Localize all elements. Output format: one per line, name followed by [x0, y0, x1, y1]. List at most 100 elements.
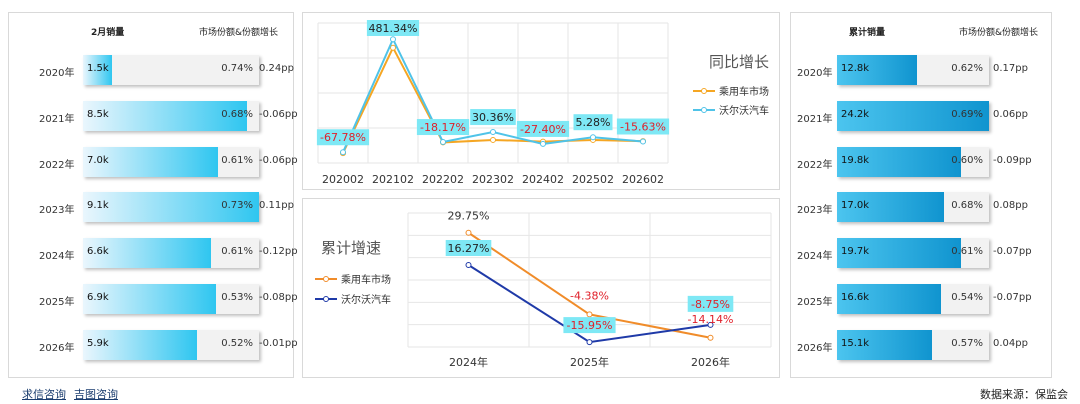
cumulative-growth-chart: 2024年 2025年 2026年 29.75% -4.38% -14.14% 16.27%… — [315, 210, 772, 369]
sales-value: 16.6k — [841, 292, 870, 303]
sales-bar-track: 1.5k 0.74% — [83, 55, 259, 85]
sales-value: 24.2k — [841, 108, 870, 120]
row-year: 2020年 — [797, 68, 833, 79]
sales-bar — [837, 100, 989, 131]
volvo-point — [590, 134, 596, 141]
x-tick-label: 202002 — [322, 173, 364, 186]
monthly-sales-panel: 2月销量 市场份额&份额增长 2020年 1.5k 0.74% 0.24pp 2021年… — [8, 12, 298, 378]
data-label-bg — [366, 20, 420, 36]
sales-bar-track: 24.2k 0.69% — [837, 100, 989, 131]
monthly-sales-header: 2月销量 — [91, 28, 125, 38]
legend-marker-market — [701, 88, 707, 94]
data-label: -18.17% — [420, 121, 466, 134]
volvo-data-label: -8.75% — [691, 298, 730, 311]
share-growth: -0.07pp — [993, 246, 1032, 258]
data-label-bg — [416, 119, 470, 136]
sales-bar-track: 17.0k 0.68% — [837, 192, 989, 223]
data-label: -67.78% — [320, 131, 366, 144]
cumulative-growth-panel: 2024年 2025年 2026年 29.75% -4.38% -14.14% 16.27%… — [302, 198, 780, 378]
share-growth: 0.06pp — [993, 108, 1028, 120]
sales-value: 8.5k — [87, 108, 109, 120]
legend-label-market: 乘用车市场 — [719, 85, 769, 98]
yoy-growth-panel: 202002 202102 202202 202302 202402 202502 2026… — [302, 12, 780, 190]
volvo-point — [340, 149, 346, 156]
market-data-label: 29.75% — [448, 210, 490, 223]
footer-link-jitu[interactable]: 吉图咨询 — [74, 388, 118, 401]
share-growth: -0.06pp — [259, 154, 298, 166]
market-share: 0.73% — [221, 200, 253, 212]
share-growth: 0.17pp — [993, 63, 1028, 74]
market-point — [586, 311, 593, 318]
chart-title: 同比增长 — [709, 53, 769, 71]
x-tick-label: 202502 — [572, 173, 614, 186]
legend-label-volvo: 沃尔沃汽车 — [719, 104, 769, 117]
sales-bar — [83, 238, 211, 269]
sales-bar — [837, 329, 932, 360]
sales-bar — [83, 55, 112, 85]
row-year: 2021年 — [797, 113, 833, 125]
sales-bar — [837, 238, 961, 269]
volvo-data-label-bg — [687, 295, 734, 312]
sales-bar-track: 19.7k 0.61% — [837, 238, 989, 269]
row-year: 2022年 — [797, 159, 833, 171]
cumulative-share-header: 市场份额&份额增长 — [959, 28, 1039, 38]
row-year: 2026年 — [39, 342, 75, 354]
sales-value: 6.6k — [87, 246, 109, 258]
x-tick-label: 202602 — [622, 173, 664, 186]
share-growth: -0.06pp — [259, 108, 298, 120]
row-year: 2020年 — [39, 68, 75, 79]
market-share: 0.60% — [951, 154, 983, 166]
footer-link-qiuxin[interactable]: 求信咨询 — [22, 388, 66, 401]
cumulative-sales-header: 累计销量 — [849, 28, 886, 38]
x-tick-label: 2025年 — [570, 355, 609, 369]
cumulative-sales-panel: 累计销量 市场份额&份额增长 2020年 12.8k 0.62% 0.17pp 2021… — [790, 12, 1052, 378]
data-label-bg — [516, 120, 570, 137]
chart-title: 累计增速 — [321, 239, 381, 257]
market-share: 0.57% — [951, 337, 983, 349]
data-label: -27.40% — [520, 123, 566, 136]
market-data-label: -14.14% — [688, 313, 734, 326]
volvo-data-label: 16.27% — [448, 242, 490, 255]
volvo-point — [465, 261, 472, 268]
market-share: 0.68% — [221, 108, 253, 120]
x-tick-label: 2024年 — [449, 355, 488, 369]
data-label: 481.34% — [369, 22, 418, 35]
sales-bar-track: 16.6k 0.54% — [837, 284, 989, 314]
x-tick-label: 202402 — [522, 173, 564, 186]
market-data-label: -4.38% — [570, 289, 609, 302]
row-year: 2024年 — [39, 251, 75, 263]
sales-value: 19.7k — [841, 246, 870, 258]
x-tick-label: 2026年 — [691, 355, 730, 369]
market-share: 0.62% — [951, 63, 983, 74]
market-share: 0.61% — [951, 246, 983, 258]
data-label-bg — [316, 129, 370, 146]
legend-label-market: 乘用车市场 — [341, 273, 391, 286]
volvo-point — [540, 140, 546, 147]
data-source: 数据来源：保监会 — [980, 388, 1068, 401]
row-year: 2022年 — [39, 159, 75, 171]
sales-value: 19.8k — [841, 154, 870, 166]
market-point — [390, 44, 396, 51]
data-label-bg — [470, 109, 516, 126]
sales-bar-track: 7.0k 0.61% — [83, 146, 259, 177]
sales-bar-track: 6.9k 0.53% — [83, 284, 259, 314]
sales-value: 1.5k — [87, 63, 109, 74]
market-share: 0.68% — [951, 200, 983, 212]
sales-bar-track: 19.8k 0.60% — [837, 146, 989, 177]
x-tick-label: 202302 — [472, 173, 514, 186]
volvo-point — [640, 138, 646, 145]
x-tick-label: 202202 — [422, 173, 464, 186]
share-growth: -0.12pp — [259, 246, 298, 258]
market-point — [707, 334, 714, 341]
sales-bar-track: 6.6k 0.61% — [83, 238, 259, 269]
sales-value: 12.8k — [841, 63, 870, 74]
share-growth: -0.08pp — [259, 292, 298, 303]
sales-bar — [837, 284, 942, 314]
sales-bar — [837, 146, 962, 177]
sales-bar — [83, 100, 248, 131]
row-year: 2024年 — [797, 251, 833, 263]
sales-value: 5.9k — [87, 337, 109, 349]
row-year: 2023年 — [39, 205, 75, 217]
row-year: 2021年 — [39, 113, 75, 125]
sales-bar-track: 12.8k 0.62% — [837, 55, 989, 85]
